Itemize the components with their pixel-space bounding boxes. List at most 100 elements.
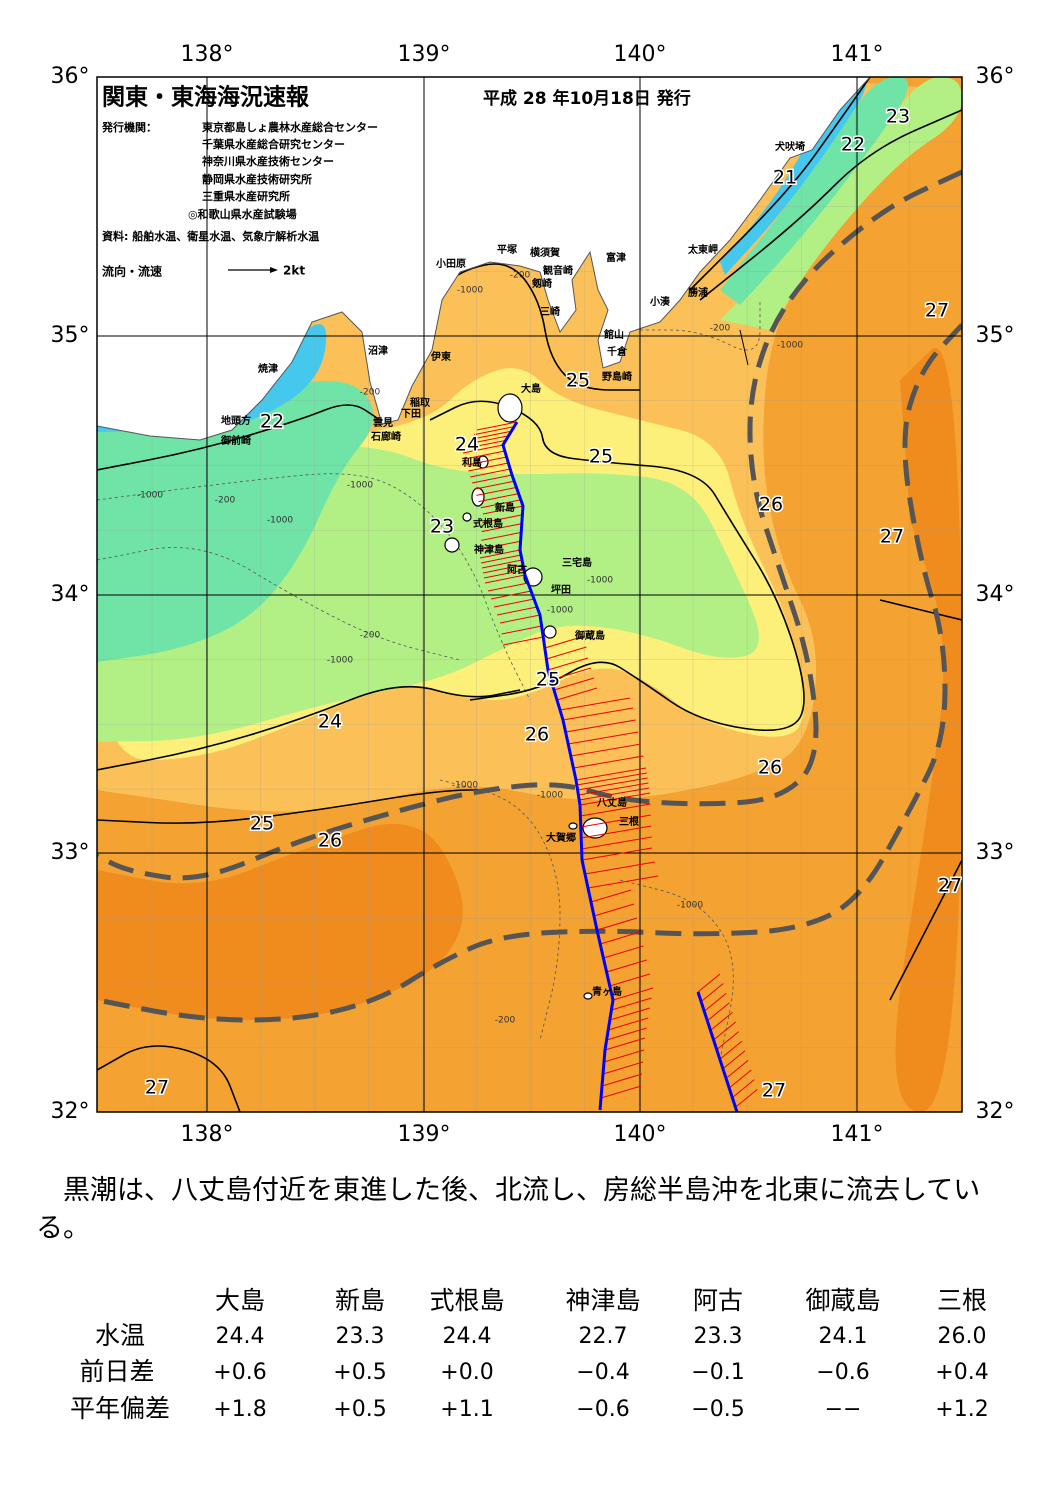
current-vector [609, 1007, 650, 1021]
isotherm [699, 109, 962, 301]
place-name: 御前崎 [220, 434, 251, 447]
place-name: 太東岬 [687, 243, 718, 256]
place-name: 大賀郷 [546, 831, 576, 844]
island [497, 393, 523, 423]
isotherm [879, 599, 962, 621]
table-cell: 24.1 [819, 1324, 868, 1349]
publisher: 東京都島しょ農林水産総合センター [202, 120, 378, 134]
place-name: 剱崎 [531, 277, 552, 290]
isotherm [97, 1045, 241, 1112]
publisher-label: 発行機関： [101, 120, 157, 134]
current-vector [703, 992, 727, 1012]
current-vector [573, 755, 644, 769]
lon-label: 140° [614, 42, 667, 67]
sst-zone [97, 380, 374, 662]
table-header: 新島 [335, 1286, 385, 1315]
current-vector [483, 569, 525, 579]
isotherm [429, 400, 805, 732]
current-vector [581, 825, 652, 839]
table-cell: −0.4 [576, 1360, 629, 1385]
lon-label: 140° [614, 1122, 667, 1147]
current-vector [590, 889, 632, 903]
current-vector [462, 444, 504, 454]
current-vector [600, 931, 641, 945]
isotherm-label: 23 [886, 106, 910, 128]
place-name: 坪田 [551, 583, 571, 596]
isotherm-label: 25 [566, 370, 590, 392]
table-cell: +0.5 [333, 1360, 386, 1385]
current-vector [606, 959, 647, 973]
table-cell: −0.6 [816, 1360, 869, 1385]
lon-label: 139° [398, 42, 451, 67]
isotherm-label: 27 [925, 300, 949, 322]
current-vector [464, 450, 505, 460]
current-vector [468, 462, 509, 472]
sst-zone [97, 324, 327, 432]
current-vector [480, 554, 522, 564]
isotherm [97, 685, 521, 771]
isotherm-label: 23 [430, 516, 454, 538]
depth-label: -1000 [267, 516, 293, 526]
place-name: 利島 [462, 456, 482, 469]
place-name: 勝浦 [688, 286, 708, 299]
current-vector [487, 582, 529, 592]
row-label: 平年偏差 [70, 1394, 170, 1423]
current-vector [499, 614, 541, 624]
current-vector [580, 803, 651, 817]
isotherm-label: 26 [758, 757, 782, 779]
current-vector [465, 439, 506, 449]
table-cell: +0.5 [333, 1397, 386, 1422]
table-cell: +0.4 [935, 1360, 988, 1385]
current-vector [700, 983, 724, 1002]
isotherm-label: 22 [841, 134, 865, 156]
current-vector [697, 973, 721, 993]
place-name: 三宅島 [562, 556, 592, 569]
current-vector [593, 903, 635, 917]
map-frame [96, 76, 963, 1113]
table-header: 神津島 [565, 1286, 640, 1315]
depth-label: -200 [360, 388, 381, 398]
lon-label: 138° [181, 1122, 234, 1147]
isotherm-label: 27 [145, 1077, 169, 1099]
publisher: 三重県水産研究所 [202, 189, 290, 203]
place-name: 千倉 [607, 345, 628, 358]
current-vector [611, 997, 652, 1011]
current-vector [550, 667, 592, 681]
current-vector [608, 1017, 649, 1031]
publisher: ◎和歌山県水産試験場 [188, 207, 297, 221]
isotherm [889, 859, 962, 1001]
current-vector [612, 987, 654, 1001]
table-cell: −0.1 [691, 1360, 744, 1385]
lat-label: 32° [976, 1099, 1015, 1124]
lon-label: 139° [398, 1122, 451, 1147]
depth-label: -1000 [547, 606, 573, 616]
lon-label: 138° [181, 42, 234, 67]
current-vector [603, 945, 644, 959]
table-cell: −0.5 [691, 1397, 744, 1422]
table-cell: −− [825, 1397, 862, 1422]
place-name: 観音崎 [543, 264, 573, 277]
depth-contour [439, 779, 561, 1041]
place-name: 焼津 [258, 362, 278, 375]
current-vector [596, 917, 638, 931]
sst-zone [895, 347, 962, 1112]
island [568, 822, 578, 830]
current-vector [568, 731, 639, 745]
place-name: 三崎 [540, 305, 560, 318]
table-cell: −0.6 [576, 1397, 629, 1422]
table-cell: 23.3 [336, 1324, 385, 1349]
lon-label: 141° [831, 1122, 884, 1147]
current-vector [474, 426, 515, 436]
depth-label: -1000 [137, 491, 163, 501]
current-vector [544, 635, 585, 649]
isotherm-label: 24 [455, 434, 479, 456]
depth-label: -200 [510, 271, 531, 281]
current-vector [471, 430, 512, 440]
current-vector [474, 480, 515, 490]
current-vector [481, 531, 522, 541]
depth-label: -1000 [777, 341, 803, 351]
depth-contour [640, 300, 761, 351]
table-header: 阿古 [693, 1286, 743, 1315]
current-vector [609, 973, 650, 987]
